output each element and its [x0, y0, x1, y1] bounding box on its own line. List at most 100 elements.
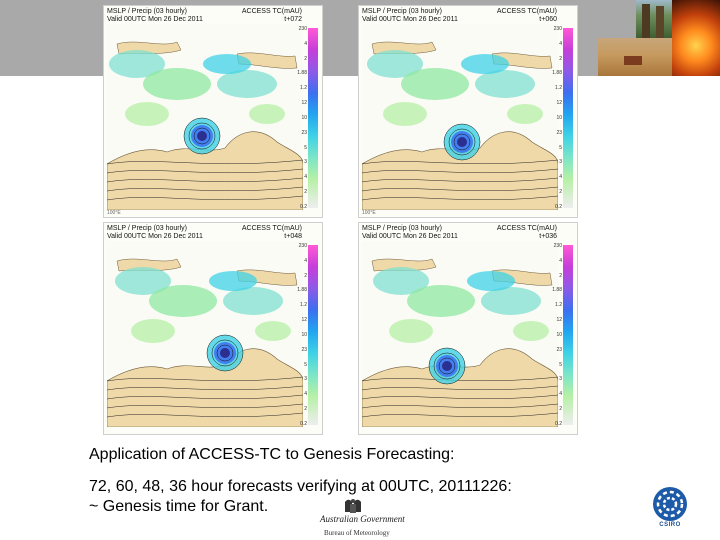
- color-scale-label: 230: [553, 26, 562, 32]
- cyclone-isobar: [443, 123, 481, 161]
- color-scale-label: 12: [301, 317, 307, 324]
- color-scale-label: 0.2: [555, 203, 562, 210]
- color-scale-labels: 230 4 2 1.88 1.2 12 10 23 5 3 4 2 0.2: [293, 243, 307, 427]
- color-scale-label: 2: [559, 406, 562, 413]
- color-scale-label: 1.88: [552, 70, 562, 77]
- cyclone-eye: [442, 361, 452, 371]
- cyclone-isobar: [188, 122, 216, 150]
- cyclone-isobar: [211, 339, 239, 367]
- color-scale-label: 10: [556, 114, 562, 121]
- color-scale-label: 12: [556, 317, 562, 324]
- isobar-line: [107, 186, 303, 192]
- color-scale-label: 10: [301, 331, 307, 338]
- precip-area: [115, 267, 171, 295]
- precip-area: [373, 267, 429, 295]
- precip-color-scale: [563, 245, 573, 425]
- precip-area: [249, 104, 285, 124]
- cyclone-isobar: [433, 352, 461, 380]
- color-scale-label: 4: [304, 174, 307, 181]
- isobar-line: [107, 403, 303, 409]
- isobar-line: [362, 394, 558, 400]
- forecast-map-t072: MSLP / Precip (03 hourly) Valid 00UTC Mo…: [103, 5, 323, 218]
- map-header: MSLP / Precip (03 hourly) Valid 00UTC Mo…: [362, 8, 557, 24]
- cyclone-eye: [197, 131, 207, 141]
- isobar-line: [362, 159, 558, 165]
- color-scale-label: 2: [304, 406, 307, 413]
- precip-area: [383, 102, 427, 126]
- color-scale-label: 2: [304, 55, 307, 62]
- cyclone-isobar: [428, 347, 466, 385]
- slide-caption-line-1: 72, 60, 48, 36 hour forecasts verifying …: [89, 478, 512, 495]
- map-title: MSLP / Precip (03 hourly): [362, 8, 443, 15]
- isobar-line: [362, 385, 558, 391]
- color-scale-label: 3: [304, 376, 307, 383]
- color-scale-label: 230: [553, 243, 562, 249]
- forecast-map-image: [107, 241, 303, 427]
- color-scale-label: 0.2: [300, 203, 307, 210]
- color-scale-label: 1.88: [297, 70, 307, 77]
- color-scale-label: 2: [304, 272, 307, 279]
- cyclone-isobar: [183, 117, 221, 155]
- color-scale-label: 230: [298, 243, 307, 249]
- color-scale-label: 23: [556, 129, 562, 136]
- color-scale-label: 4: [559, 257, 562, 264]
- precip-area: [125, 102, 169, 126]
- color-scale-labels: 230 4 2 1.88 1.2 12 10 23 5 3 4 2 0.2: [293, 26, 307, 210]
- isobar-line: [107, 412, 303, 418]
- isobar-line: [107, 376, 303, 382]
- cyclone-isobar: [453, 133, 471, 151]
- color-scale-label: 3: [559, 376, 562, 383]
- color-scale-label: 1.2: [555, 302, 562, 309]
- color-scale-label: 4: [304, 257, 307, 264]
- precip-color-scale: [563, 28, 573, 208]
- precip-color-scale: [308, 28, 318, 208]
- map-title: MSLP / Precip (03 hourly): [362, 225, 443, 232]
- map-lead-time: t+072: [284, 16, 302, 23]
- color-scale-label: 4: [559, 174, 562, 181]
- color-scale-label: 2: [304, 189, 307, 196]
- isobar-line: [107, 159, 303, 165]
- color-scale-label: 10: [556, 331, 562, 338]
- map-valid-time: Valid 00UTC Mon 26 Dec 2011: [362, 233, 458, 240]
- color-scale-label: 230: [298, 26, 307, 32]
- color-scale-label: 4: [304, 391, 307, 398]
- forecast-map-t048: MSLP / Precip (03 hourly) Valid 00UTC Mo…: [103, 222, 323, 435]
- map-valid-time: Valid 00UTC Mon 26 Dec 2011: [107, 233, 203, 240]
- color-scale-label: 5: [304, 361, 307, 368]
- precip-area: [109, 50, 165, 78]
- isobar-line: [107, 385, 303, 391]
- photo-farm-field: [598, 38, 672, 76]
- precip-area: [255, 321, 291, 341]
- cyclone-isobar: [193, 127, 211, 145]
- isobar-line: [362, 403, 558, 409]
- color-scale-label: 10: [301, 114, 307, 121]
- forecast-map-t060: MSLP / Precip (03 hourly) Valid 00UTC Mo…: [358, 5, 578, 218]
- color-scale-labels: 230 4 2 1.88 1.2 12 10 23 5 3 4 2 0.2: [548, 243, 562, 427]
- color-scale-label: 1.2: [300, 302, 307, 309]
- color-scale-labels: 230 4 2 1.88 1.2 12 10 23 5 3 4 2 0.2: [548, 26, 562, 210]
- isobar-line: [107, 168, 303, 174]
- photo-bushfire: [672, 0, 720, 76]
- precip-area: [513, 321, 549, 341]
- color-scale-label: 1.88: [552, 287, 562, 294]
- color-scale-label: 4: [559, 40, 562, 47]
- color-scale-label: 23: [556, 346, 562, 353]
- map-model: ACCESS TC(mAU): [496, 8, 557, 15]
- map-model: ACCESS TC(mAU): [241, 225, 302, 232]
- map-lead-time: t+036: [539, 233, 557, 240]
- isobar-line: [362, 412, 558, 418]
- map-valid-time: Valid 00UTC Mon 26 Dec 2011: [107, 16, 203, 23]
- precip-color-scale: [308, 245, 318, 425]
- precip-area: [367, 50, 423, 78]
- isobar-line: [107, 394, 303, 400]
- csiro-logo-text: CSIRO: [659, 522, 681, 528]
- map-header: MSLP / Precip (03 hourly) Valid 00UTC Mo…: [362, 225, 557, 241]
- color-scale-label: 23: [301, 129, 307, 136]
- map-title: MSLP / Precip (03 hourly): [107, 225, 188, 232]
- forecast-map-image: [107, 24, 303, 210]
- map-footer: 100°E: [362, 210, 376, 216]
- precip-area: [389, 319, 433, 343]
- forecast-map-image: [362, 24, 558, 210]
- color-scale-label: 2: [559, 272, 562, 279]
- slide-caption-line-2: ~ Genesis time for Grant.: [89, 498, 269, 515]
